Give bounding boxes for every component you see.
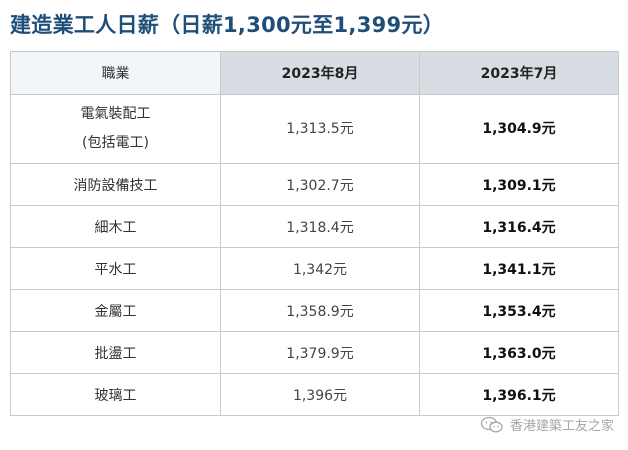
wage-table: 職業 2023年8月 2023年7月 電氣裝配工 (包括電工) 1,313.5元…: [10, 51, 619, 416]
cell-jul-wage: 1,396.1元: [419, 373, 619, 416]
table-row: 消防設備技工 1,302.7元 1,309.1元: [10, 163, 619, 206]
cell-occupation: 細木工: [10, 205, 221, 248]
header-occupation: 職業: [10, 51, 221, 95]
cell-occupation: 玻璃工: [10, 373, 221, 416]
cell-aug-wage: 1,302.7元: [220, 163, 420, 206]
cell-aug-wage: 1,358.9元: [220, 289, 420, 332]
occupation-note: (包括電工): [82, 135, 149, 151]
cell-aug-wage: 1,318.4元: [220, 205, 420, 248]
table-row: 細木工 1,318.4元 1,316.4元: [10, 205, 619, 248]
table-row: 玻璃工 1,396元 1,396.1元: [10, 373, 619, 416]
table-row: 平水工 1,342元 1,341.1元: [10, 247, 619, 290]
header-aug-2023: 2023年8月: [220, 51, 420, 95]
cell-aug-wage: 1,342元: [220, 247, 420, 290]
cell-occupation: 消防設備技工: [10, 163, 221, 206]
cell-aug-wage: 1,396元: [220, 373, 420, 416]
table-row: 批盪工 1,379.9元 1,363.0元: [10, 331, 619, 374]
cell-jul-wage: 1,341.1元: [419, 247, 619, 290]
cell-jul-wage: 1,353.4元: [419, 289, 619, 332]
table-row: 電氣裝配工 (包括電工) 1,313.5元 1,304.9元: [10, 94, 619, 164]
header-jul-2023: 2023年7月: [419, 51, 619, 95]
watermark-text: 香港建築工友之家: [509, 419, 614, 434]
cell-occupation: 金屬工: [10, 289, 221, 332]
cell-jul-wage: 1,316.4元: [419, 205, 619, 248]
cell-occupation: 批盪工: [10, 331, 221, 374]
cell-occupation: 電氣裝配工 (包括電工): [10, 94, 221, 164]
table-header-row: 職業 2023年8月 2023年7月: [10, 51, 619, 95]
watermark: 香港建築工友之家: [480, 415, 614, 434]
cell-aug-wage: 1,313.5元: [220, 94, 420, 164]
page-title: 建造業工人日薪（日薪1,300元至1,399元）: [10, 13, 445, 37]
cell-jul-wage: 1,363.0元: [419, 331, 619, 374]
occupation-line: 電氣裝配工: [80, 106, 151, 122]
table-row: 金屬工 1,358.9元 1,353.4元: [10, 289, 619, 332]
cell-jul-wage: 1,309.1元: [419, 163, 619, 206]
cell-jul-wage: 1,304.9元: [419, 94, 619, 164]
cell-aug-wage: 1,379.9元: [220, 331, 420, 374]
wechat-icon: [480, 416, 503, 432]
cell-occupation: 平水工: [10, 247, 221, 290]
